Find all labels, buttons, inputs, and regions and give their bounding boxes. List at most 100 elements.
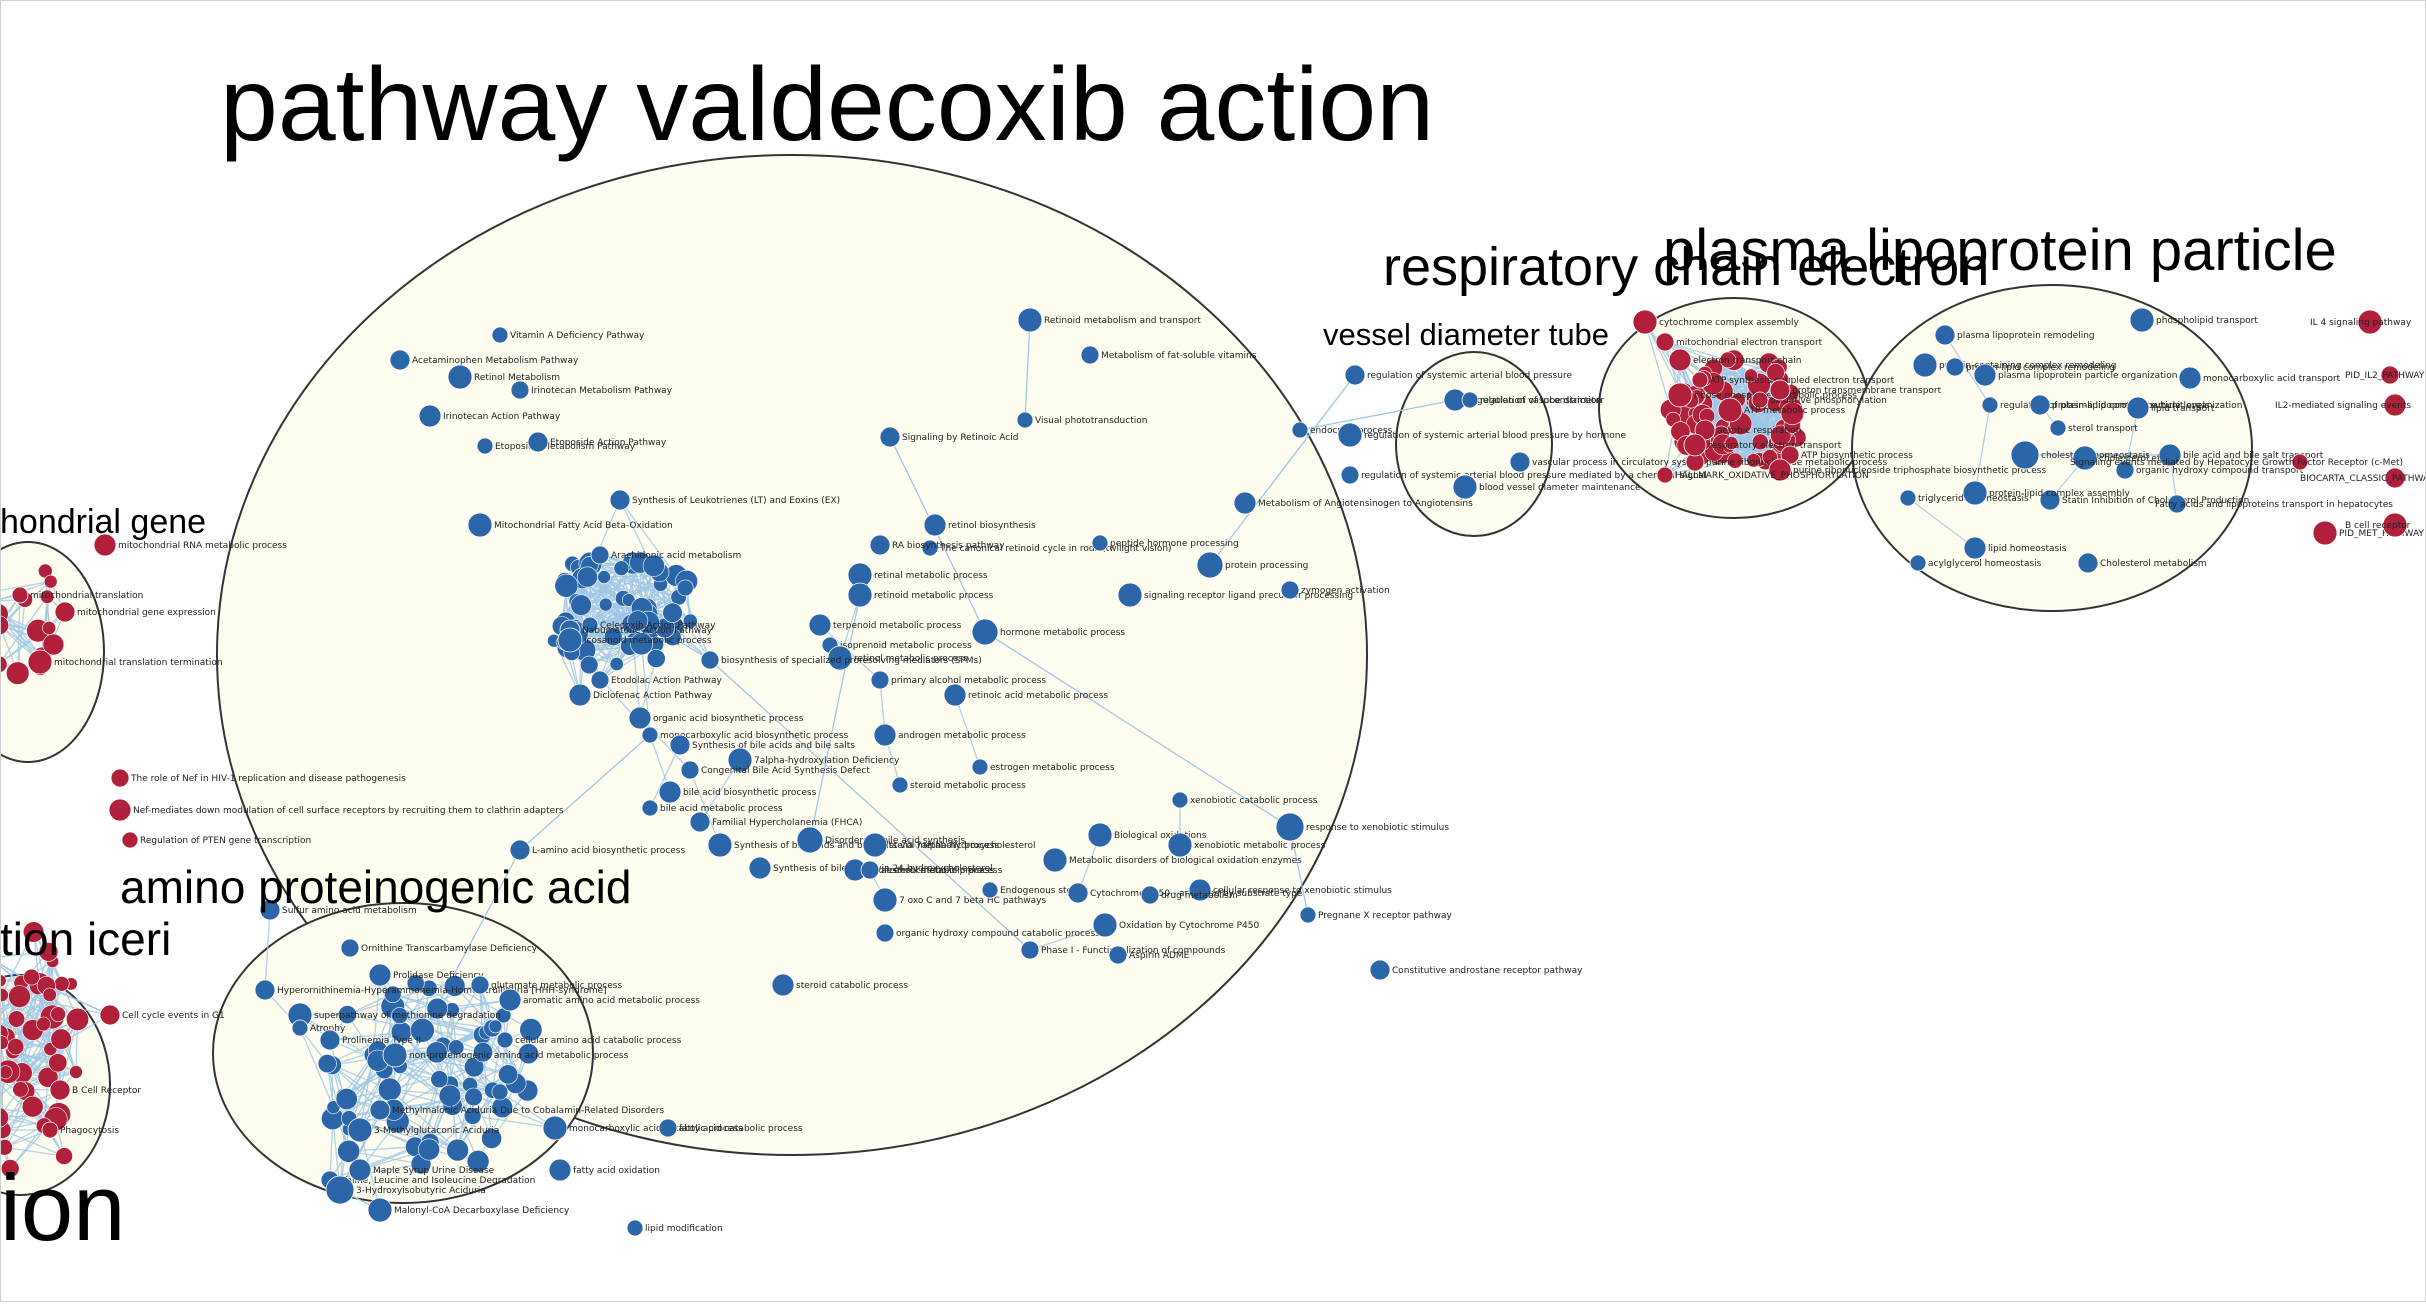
node-circle[interactable] <box>1751 391 1769 409</box>
network-node[interactable]: PID_IL2_PATHWAY <box>2345 365 2425 385</box>
network-node[interactable]: Celecoxib Action Pathway <box>581 616 716 634</box>
node-circle[interactable] <box>1452 474 1478 500</box>
network-node[interactable]: L-amino acid biosynthetic process <box>509 839 685 861</box>
network-node[interactable]: acylglycerol homeostasis <box>1909 554 2042 572</box>
network-node[interactable] <box>676 579 694 597</box>
network-node[interactable] <box>498 1064 519 1085</box>
node-circle[interactable] <box>447 364 473 390</box>
network-node[interactable]: Metabolism of fat-soluble vitamins <box>1080 345 1257 365</box>
network-node[interactable] <box>38 942 59 962</box>
node-circle[interactable] <box>2291 453 2309 471</box>
network-node[interactable]: Signaling events mediated by Hepatocyte … <box>2070 453 2403 471</box>
network-node[interactable]: Phase I - Functionalization of compounds <box>1020 940 1226 960</box>
node-circle[interactable] <box>808 613 832 637</box>
network-node[interactable] <box>570 594 592 616</box>
network-node[interactable] <box>1744 368 1758 383</box>
node-circle[interactable] <box>1668 348 1692 372</box>
network-node[interactable]: Cell cycle events in G1 <box>99 1004 225 1026</box>
network-node[interactable] <box>464 1087 483 1107</box>
network-node[interactable]: Familial Hypercholanemia (FHCA) <box>689 811 862 833</box>
node-circle[interactable] <box>590 670 610 690</box>
network-node[interactable]: Metabolism of Angiotensinogen to Angiote… <box>1233 491 1473 515</box>
node-circle[interactable] <box>2115 460 2135 480</box>
node-circle[interactable] <box>1344 364 1366 386</box>
network-node[interactable] <box>464 1056 485 1078</box>
network-node[interactable] <box>23 968 40 986</box>
node-circle[interactable] <box>2039 489 2061 511</box>
network-node[interactable] <box>391 1007 409 1025</box>
network-node[interactable] <box>0 988 9 1002</box>
node-circle[interactable] <box>1717 397 1743 423</box>
node-circle[interactable] <box>1934 324 1956 346</box>
network-node[interactable]: mitochondrial gene expression <box>54 601 216 623</box>
node-circle[interactable] <box>943 683 967 707</box>
node-circle[interactable] <box>658 1118 678 1138</box>
network-node[interactable]: protein processing <box>1196 551 1308 579</box>
network-node[interactable] <box>337 1005 357 1025</box>
network-node[interactable]: Constitutive androstane receptor pathway <box>1369 959 1583 981</box>
network-node[interactable]: cytochrome complex assembly <box>1632 309 1800 335</box>
node-circle[interactable] <box>93 533 117 557</box>
network-node[interactable] <box>12 1081 29 1098</box>
node-circle[interactable] <box>1275 812 1305 842</box>
node-circle[interactable] <box>2077 552 2099 574</box>
network-node[interactable]: Hyperornithinemia-Hyperammonemia-Homocit… <box>254 979 607 1001</box>
node-circle[interactable] <box>367 1197 393 1223</box>
network-node[interactable] <box>1752 433 1769 451</box>
node-circle[interactable] <box>476 437 494 455</box>
node-circle[interactable] <box>340 938 360 958</box>
network-node[interactable]: xenobiotic catabolic process <box>1171 791 1318 809</box>
network-node[interactable]: Pregnane X receptor pathway <box>1299 906 1453 924</box>
node-circle[interactable] <box>2178 366 2202 390</box>
node-circle[interactable] <box>641 726 659 744</box>
node-circle[interactable] <box>110 768 130 788</box>
network-node[interactable]: BIOCARTA_CLASSIC_PATHWAY <box>2300 467 2426 489</box>
network-node[interactable] <box>446 1138 469 1162</box>
node-circle[interactable] <box>382 1042 408 1068</box>
node-circle[interactable] <box>325 1175 355 1205</box>
network-node[interactable]: mitochondrial translation <box>11 586 143 604</box>
network-node[interactable]: steroid metabolic process <box>891 776 1026 794</box>
network-node[interactable]: regulation of systemic arterial blood pr… <box>1340 465 1707 485</box>
network-node[interactable] <box>481 1128 503 1149</box>
network-node[interactable]: monocarboxylic acid biosynthetic process <box>641 726 849 744</box>
node-circle[interactable] <box>1369 959 1391 981</box>
network-node[interactable]: B Cell Receptor <box>49 1079 141 1101</box>
network-node[interactable]: zymogen activation <box>1280 580 1390 600</box>
node-circle[interactable] <box>1656 466 1674 484</box>
node-circle[interactable] <box>542 1115 568 1141</box>
network-node[interactable] <box>0 1065 13 1080</box>
node-circle[interactable] <box>1945 357 1965 377</box>
network-node[interactable]: non-proteinogenic amino acid metabolic p… <box>382 1042 629 1068</box>
network-node[interactable] <box>40 589 55 604</box>
network-node[interactable]: Synthesis of bile acids via 24-hydroxych… <box>748 856 993 880</box>
network-node[interactable] <box>1746 453 1761 468</box>
network-node[interactable]: Synthesis of bile acids and bile salts <box>669 734 855 756</box>
network-node[interactable]: sterol metabolic process <box>862 832 999 858</box>
network-node[interactable] <box>7 1010 26 1028</box>
network-node[interactable] <box>597 570 611 584</box>
node-circle[interactable] <box>470 975 490 995</box>
node-circle[interactable] <box>1768 458 1792 482</box>
network-node[interactable] <box>576 566 598 588</box>
network-node[interactable]: hormone metabolic process <box>971 618 1125 646</box>
node-circle[interactable] <box>557 627 583 653</box>
network-node[interactable] <box>603 627 623 647</box>
network-node[interactable]: bile acid metabolic process <box>641 799 783 817</box>
node-circle[interactable] <box>609 489 631 511</box>
network-node[interactable] <box>613 560 630 577</box>
network-node[interactable] <box>6 661 30 685</box>
network-node[interactable]: Disorders of bile acid synthesis <box>796 826 966 854</box>
node-circle[interactable] <box>1017 307 1043 333</box>
node-circle[interactable] <box>1899 489 1917 507</box>
node-circle[interactable] <box>2384 467 2406 489</box>
network-node[interactable] <box>335 1088 358 1111</box>
node-circle[interactable] <box>319 1029 341 1051</box>
network-node[interactable] <box>410 1018 435 1043</box>
network-node[interactable]: Malonyl-CoA Decarboxylase Deficiency <box>367 1197 570 1223</box>
cluster-ellipse-valdecoxib[interactable] <box>216 154 1368 1156</box>
network-node[interactable] <box>682 613 698 629</box>
node-circle[interactable] <box>641 799 659 817</box>
network-node[interactable]: Metabolic disorders of biological oxidat… <box>1042 847 1302 873</box>
network-node[interactable]: Phagocytosis <box>41 1121 119 1139</box>
